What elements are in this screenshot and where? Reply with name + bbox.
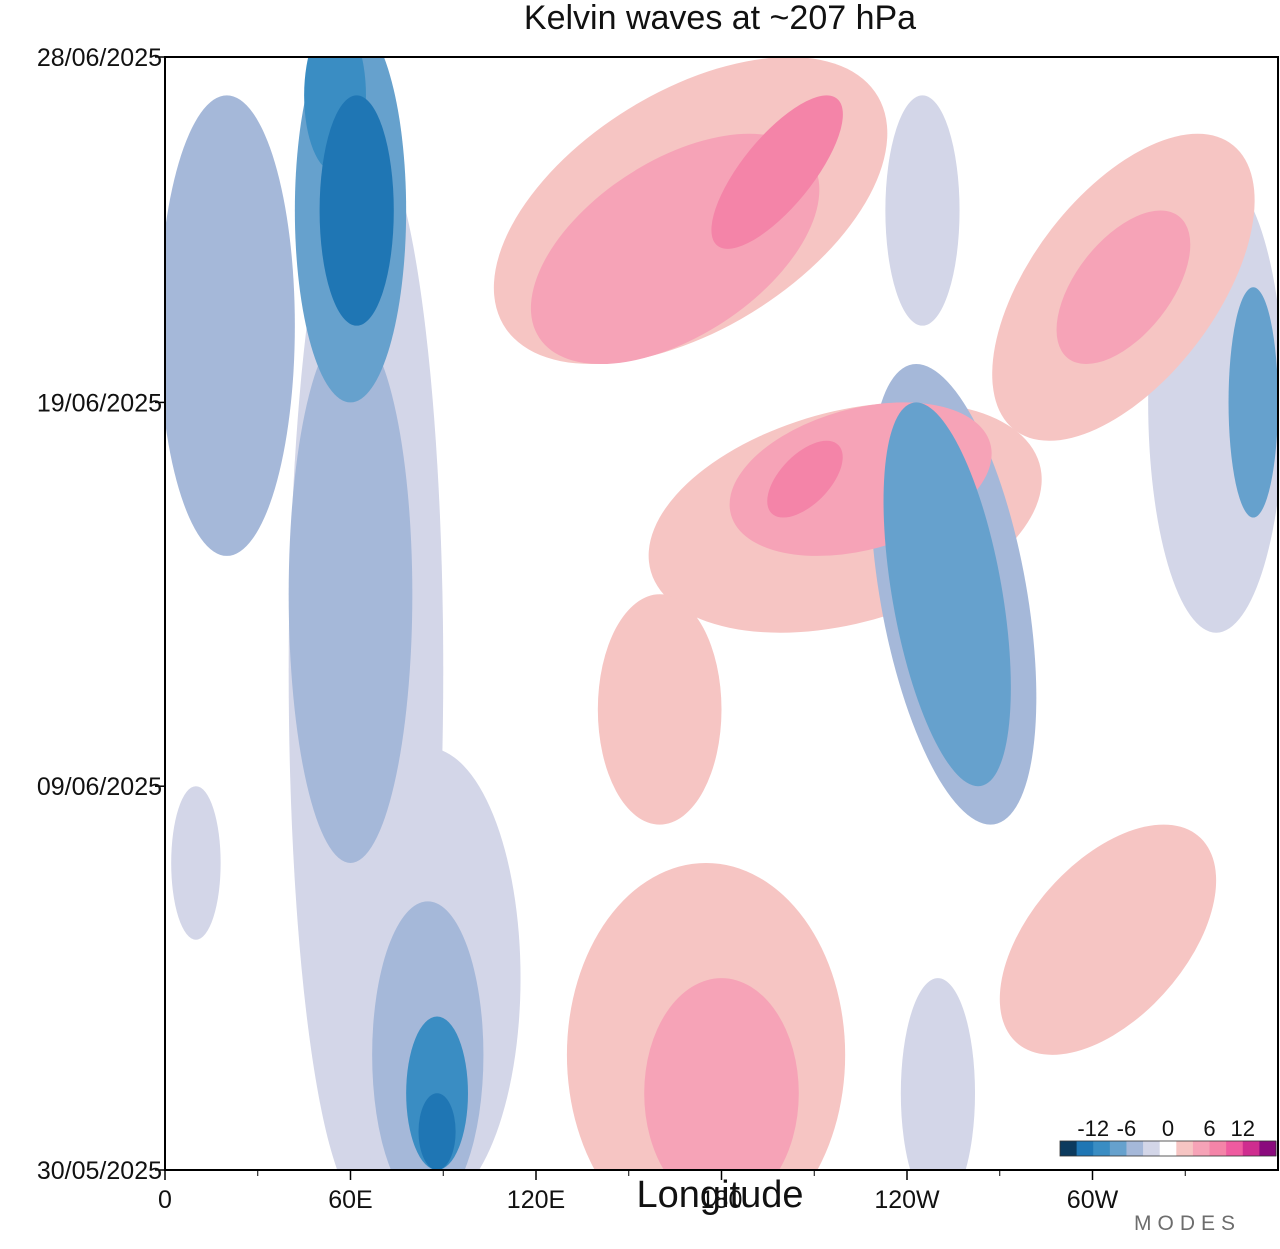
y-tick-label-0: 30/05/2025 [37, 1157, 162, 1185]
colorbar-label-2: 0 [1162, 1116, 1174, 1141]
colorbar-label-3: 6 [1203, 1116, 1215, 1141]
chart-title: Kelvin waves at ~207 hPa [523, 0, 917, 37]
colorbar-swatch-4 [1126, 1141, 1144, 1156]
y-tick-label-1: 09/06/2025 [37, 773, 162, 801]
negative-anomaly-4 [885, 95, 960, 326]
colorbar-swatch-1 [1076, 1141, 1094, 1156]
colorbar-swatch-3 [1109, 1141, 1127, 1156]
brand-logo: MODES [1134, 1212, 1242, 1235]
negative-anomaly-5 [900, 978, 976, 1170]
positive-anomaly-19 [644, 978, 799, 1170]
x-tick-label-3: 180 [701, 1186, 743, 1214]
x-tick-label-5: 60W [1067, 1186, 1119, 1214]
negative-anomaly-22 [1228, 287, 1278, 518]
colorbar-swatch-0 [1060, 1141, 1078, 1156]
negative-anomaly-12 [165, 95, 295, 556]
positive-anomaly-10 [999, 824, 1217, 1055]
negative-anomaly-21 [883, 402, 1011, 787]
colorbar-swatch-6 [1159, 1141, 1177, 1156]
colorbar-swatch-2 [1093, 1141, 1111, 1156]
colorbar-swatch-7 [1176, 1141, 1194, 1156]
colorbar-swatch-8 [1192, 1141, 1211, 1156]
colorbar-label-1: -6 [1117, 1116, 1137, 1141]
x-axis-ticks: 0 60E 120E 180 120W 60W [158, 1170, 1186, 1214]
colorbar: -12 -6 0 6 12 [1059, 1116, 1277, 1157]
negative-anomaly-28 [418, 1093, 456, 1170]
contour-field [165, 57, 1278, 1170]
y-axis-ticks: 30/05/2025 09/06/2025 19/06/2025 28/06/2025 [37, 44, 165, 1185]
colorbar-label-4: 12 [1231, 1116, 1255, 1141]
positive-anomaly-18 [1056, 210, 1191, 365]
negative-anomaly-2 [171, 786, 221, 940]
colorbar-swatch-12 [1259, 1141, 1277, 1156]
y-tick-label-3: 28/06/2025 [37, 44, 162, 72]
colorbar-label-0: -12 [1077, 1116, 1109, 1141]
colorbar-swatch-10 [1226, 1141, 1244, 1156]
x-tick-label-0: 0 [158, 1186, 172, 1214]
y-tick-label-2: 19/06/2025 [37, 389, 162, 417]
x-tick-label-1: 60E [328, 1186, 372, 1214]
negative-anomaly-13 [288, 325, 413, 863]
positive-anomaly-23 [711, 95, 843, 249]
plot-frame [164, 56, 1279, 1171]
x-tick-label-2: 120E [507, 1186, 565, 1214]
negative-anomaly-27 [319, 95, 394, 326]
x-axis-label: Longitude [636, 1174, 804, 1216]
positive-anomaly-24 [767, 440, 843, 518]
colorbar-swatch-11 [1242, 1141, 1260, 1156]
positive-anomaly-11 [597, 594, 722, 825]
colorbar-swatch-5 [1143, 1141, 1161, 1156]
x-tick-label-4: 120W [874, 1186, 940, 1214]
colorbar-swatch-9 [1209, 1141, 1227, 1156]
colorbar-frame [1059, 1140, 1277, 1157]
